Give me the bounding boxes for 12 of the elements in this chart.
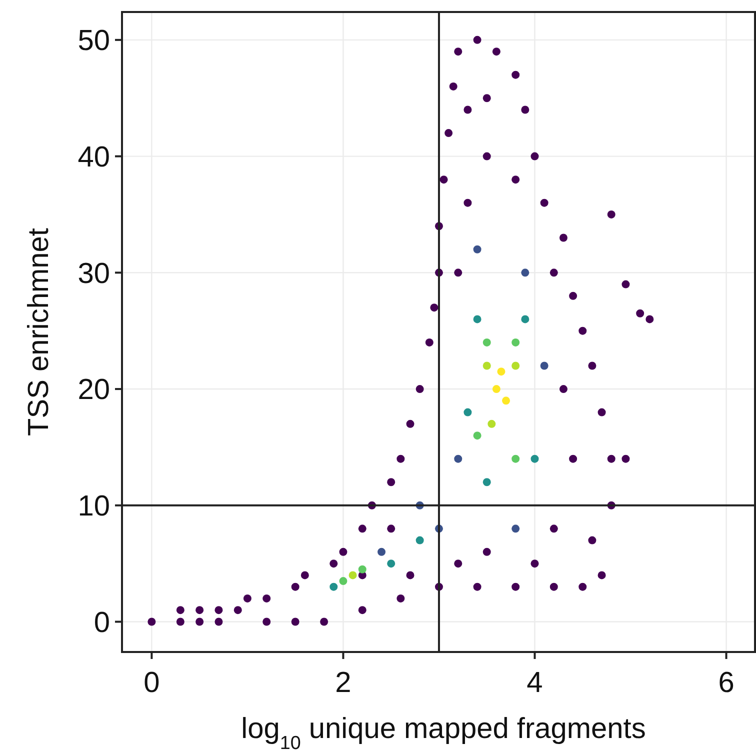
- y-tick-label: 10: [78, 490, 110, 523]
- y-tick-label: 40: [78, 141, 110, 174]
- x-tick-label: 0: [144, 667, 160, 699]
- x-tick-label: 4: [526, 667, 543, 699]
- y-tick-label: 0: [94, 606, 110, 639]
- y-tick-label: 50: [78, 25, 110, 58]
- y-axis-title: TSS enrichmnet: [23, 228, 55, 436]
- x-tick-label: 6: [718, 667, 734, 699]
- x-tick-label: 2: [335, 667, 352, 699]
- y-tick-label: 20: [78, 374, 110, 406]
- x-axis-title: log$_{10}$ unique mapped fragments: [241, 713, 646, 752]
- y-tick-label: 30: [78, 258, 110, 290]
